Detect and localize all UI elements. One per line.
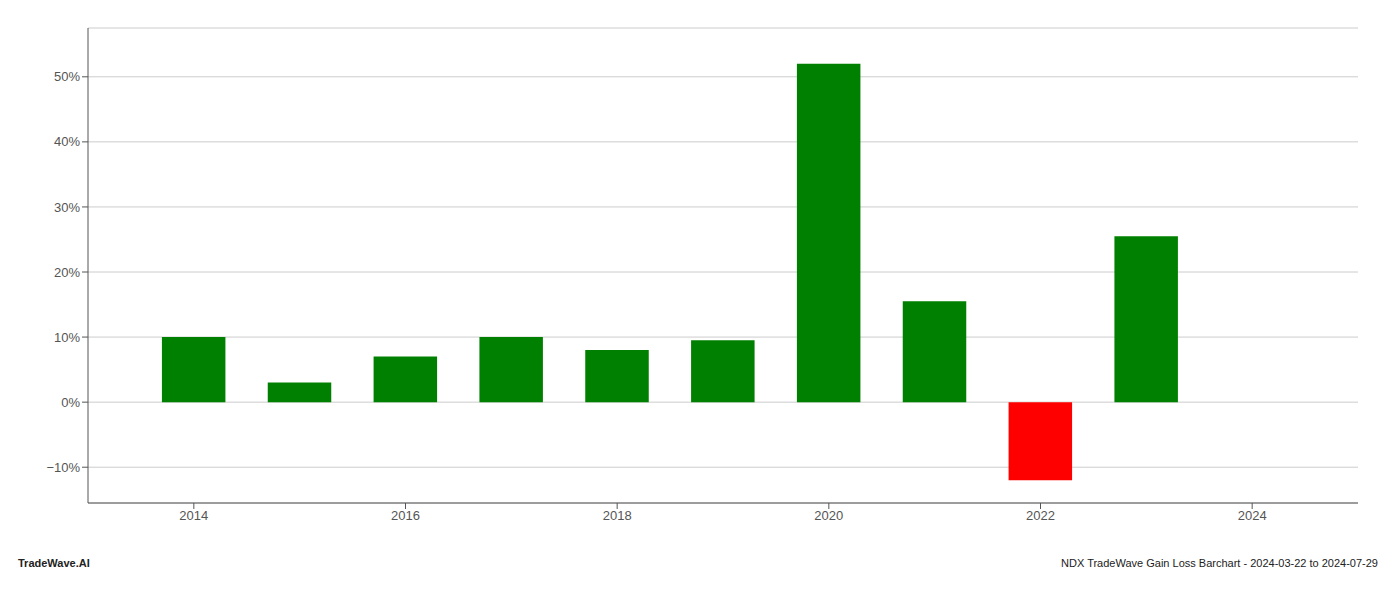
html-text:NDX TradeWave Gain Loss Barcha: NDX TradeWave Gain Loss Barchart - 2024-… [1061,557,1378,569]
svg-text:20%: 20% [54,265,80,280]
html-text:TradeWave.AI: TradeWave.AI [18,557,90,569]
svg-text:2020: 2020 [814,508,843,523]
svg-text:40%: 40% [54,134,80,149]
svg-text:−10%: −10% [46,460,80,475]
svg-text:2016: 2016 [391,508,420,523]
svg-text:10%: 10% [54,330,80,345]
svg-text:0%: 0% [61,395,80,410]
svg-text:2024: 2024 [1238,508,1267,523]
svg-text:2022: 2022 [1026,508,1055,523]
svg-text:2018: 2018 [603,508,632,523]
svg-text:2014: 2014 [179,508,208,523]
svg-text:50%: 50% [54,69,80,84]
svg-text:30%: 30% [54,200,80,215]
